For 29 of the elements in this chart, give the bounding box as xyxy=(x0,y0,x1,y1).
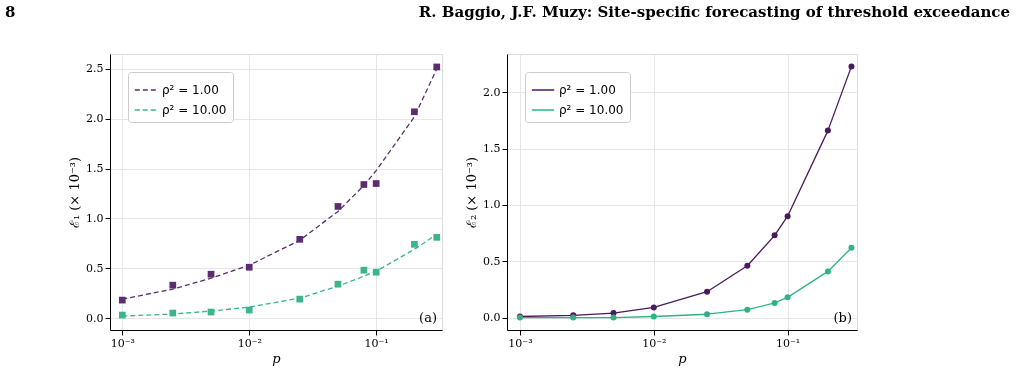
y-tick-label: 0.5 xyxy=(483,254,501,268)
legend-label: ρ² = 10.00 xyxy=(162,103,227,117)
x-tick-label: 10⁻³ xyxy=(110,336,135,350)
y-tick-label: 1.0 xyxy=(86,211,104,225)
y-axis-title: ℰ₁ (× 10⁻³) xyxy=(67,156,83,229)
text: R. Baggio, J.F. Muzy: Site-specific forecasting of threshold exceedance xyxy=(418,3,1010,21)
y-tick-label: 2.5 xyxy=(86,62,104,76)
legend-label: ρ² = 10.00 xyxy=(559,103,624,117)
x-axis-title: p xyxy=(272,350,282,366)
x-tick-label: 10⁻¹ xyxy=(776,336,801,350)
x-tick-label: 10⁻² xyxy=(642,336,667,350)
legend-label: ρ² = 1.00 xyxy=(162,83,219,97)
text: 8 xyxy=(5,3,16,21)
y-tick-label: 2.0 xyxy=(483,85,501,99)
annotation: (a) xyxy=(419,310,437,325)
x-tick-label: 10⁻² xyxy=(237,336,262,350)
y-tick-label: 1.5 xyxy=(483,142,501,156)
y-tick-label: 0.0 xyxy=(86,311,104,325)
y-tick-label: 0.5 xyxy=(86,261,104,275)
legend-label: ρ² = 1.00 xyxy=(559,83,616,97)
y-tick-label: 1.5 xyxy=(86,162,104,176)
y-axis-title: ℰ₂ (× 10⁻³) xyxy=(464,156,480,229)
x-tick-label: 10⁻³ xyxy=(508,336,533,350)
x-axis-title: p xyxy=(678,350,688,366)
y-tick-label: 1.0 xyxy=(483,198,501,212)
y-tick-label: 2.0 xyxy=(86,112,104,126)
x-tick-label: 10⁻¹ xyxy=(364,336,389,350)
annotation: (b) xyxy=(833,310,852,325)
y-tick-label: 0.0 xyxy=(483,311,501,325)
